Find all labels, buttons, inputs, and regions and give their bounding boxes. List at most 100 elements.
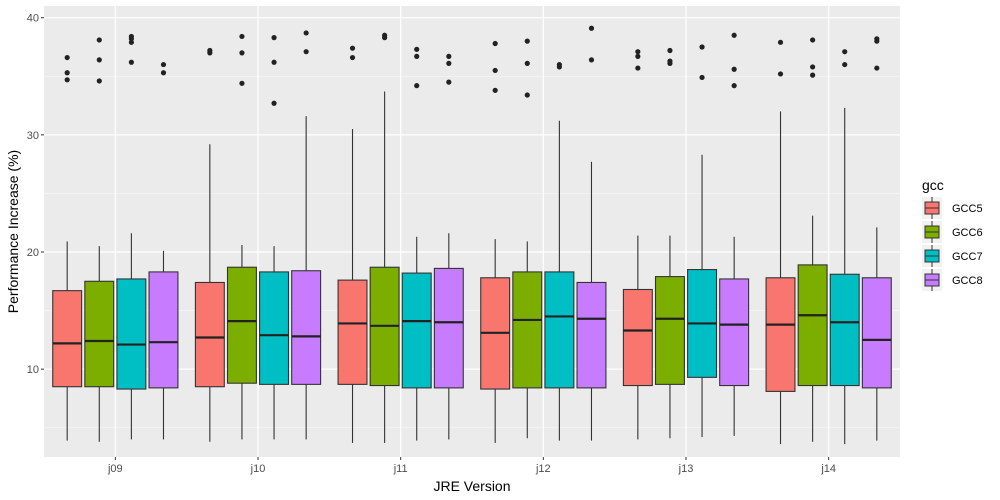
outlier-point	[239, 80, 245, 86]
outlier-point	[64, 54, 70, 61]
box-GCC6-j10	[226, 33, 257, 440]
box-body	[861, 277, 892, 389]
box-body	[765, 277, 796, 392]
outlier-point	[556, 64, 562, 70]
x-tick-label-j13: j13	[678, 463, 694, 475]
outlier-point	[524, 38, 530, 44]
outlier-point	[414, 53, 420, 59]
outlier-point	[667, 60, 673, 66]
box-body	[194, 281, 225, 388]
x-tick-label-j09: j09	[107, 463, 123, 475]
boxes-layer	[52, 25, 892, 445]
plot-panel	[44, 6, 900, 457]
box-GCC7-j09	[116, 33, 147, 440]
x-tick-label-j11: j11	[393, 463, 408, 475]
outlier-point	[588, 57, 595, 63]
outlier-point	[207, 50, 213, 56]
outlier-point	[777, 71, 784, 77]
outlier-point	[446, 53, 452, 59]
box-body	[84, 280, 115, 388]
box-GCC5-j09	[52, 54, 83, 441]
box-body	[291, 270, 322, 385]
outlier-point	[492, 40, 498, 47]
y-tick-label: 30	[27, 130, 39, 142]
x-axis: j09 j10 j11 j12 j13 j14	[107, 457, 836, 475]
outlier-point	[874, 65, 880, 71]
legend: gcc GCC5 GCC6 GCC7 GCC8	[922, 177, 983, 291]
box-GCC5-j10	[194, 47, 225, 442]
box-body	[433, 267, 464, 389]
box-GCC6-j09	[84, 37, 115, 442]
box-GCC6-j11	[369, 32, 400, 443]
box-GCC7-j12	[544, 61, 575, 441]
legend-item-GCC7: GCC7	[922, 245, 983, 267]
box-GCC8-j14	[861, 36, 892, 441]
box-GCC7-j13	[687, 44, 718, 438]
box-GCC8-j09	[148, 61, 179, 440]
legend-label: GCC6	[952, 227, 983, 239]
outlier-point	[635, 49, 641, 55]
outlier-point	[239, 50, 245, 56]
outlier-point	[842, 49, 848, 55]
outlier-point	[349, 45, 356, 51]
box-body	[829, 273, 860, 387]
box-body	[148, 271, 179, 389]
outlier-point	[446, 79, 452, 85]
box-body	[654, 276, 685, 385]
outlier-point	[271, 35, 277, 41]
legend-item-GCC8: GCC8	[922, 269, 983, 291]
box-GCC7-j11	[401, 46, 432, 441]
outlier-point	[492, 87, 498, 93]
box-body	[116, 278, 147, 390]
grid-lines	[44, 6, 900, 457]
box-body	[576, 281, 607, 389]
box-GCC8-j11	[433, 53, 464, 440]
legend-items: GCC5 GCC6 GCC7 GCC8	[922, 197, 983, 291]
outlier-point	[271, 100, 277, 106]
y-axis-title: Performance Increase (%)	[5, 150, 21, 313]
y-tick-label: 10	[27, 364, 39, 376]
outlier-point	[588, 25, 595, 31]
box-body	[259, 271, 290, 385]
box-GCC6-j14	[797, 37, 828, 442]
box-body	[52, 290, 83, 388]
x-tick-label-j10: j10	[250, 463, 266, 475]
box-body	[719, 278, 750, 387]
outlier-point	[699, 74, 705, 81]
legend-label: GCC5	[952, 203, 983, 215]
outlier-point	[414, 83, 420, 89]
box-body	[512, 271, 543, 389]
outlier-point	[731, 32, 737, 38]
box-GCC6-j12	[512, 38, 543, 439]
box-body	[797, 264, 828, 387]
outlier-point	[810, 37, 816, 43]
y-axis: 10 20 30 40	[27, 13, 44, 376]
box-GCC7-j14	[829, 49, 860, 445]
box-body	[544, 271, 575, 389]
x-axis-title: JRE Version	[433, 478, 510, 494]
box-GCC5-j14	[765, 39, 796, 445]
outlier-point	[96, 78, 102, 84]
box-GCC8-j13	[719, 32, 750, 436]
outlier-point	[160, 61, 167, 68]
outlier-point	[303, 49, 309, 55]
x-tick-label-j14: j14	[820, 463, 836, 475]
box-body	[401, 272, 432, 389]
box-GCC8-j12	[576, 25, 607, 441]
outlier-point	[446, 60, 452, 66]
outlier-point	[524, 60, 530, 66]
outlier-point	[731, 66, 737, 72]
y-tick-label: 40	[27, 13, 39, 25]
outlier-point	[160, 70, 167, 76]
outlier-point	[128, 59, 134, 65]
outlier-point	[303, 30, 309, 36]
box-body	[622, 288, 653, 387]
outlier-point	[349, 54, 356, 61]
box-body	[337, 279, 368, 385]
outlier-point	[635, 53, 641, 59]
outlier-point	[524, 92, 530, 98]
outlier-point	[777, 39, 784, 45]
outlier-point	[64, 77, 70, 83]
outlier-point	[239, 33, 245, 40]
